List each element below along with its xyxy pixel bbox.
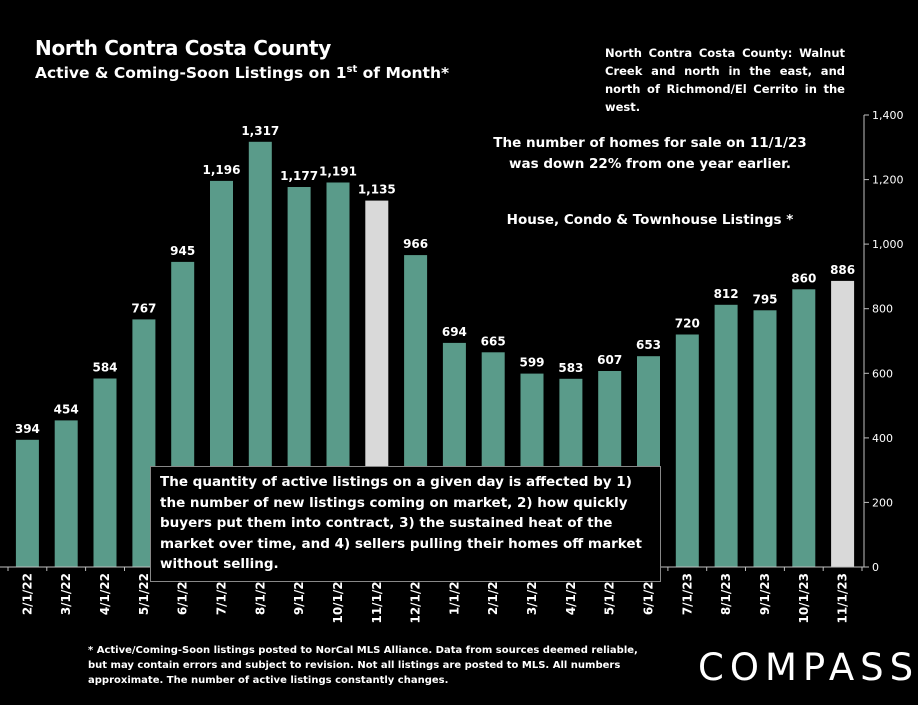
x-tick-label: 3/1/22 — [59, 573, 73, 615]
x-tick-label: 7/1/23 — [680, 573, 694, 615]
explanation-box: The quantity of active listings on a giv… — [150, 466, 661, 582]
compass-logo: COMPASS — [698, 646, 918, 689]
y-tick-label: 0 — [872, 561, 879, 574]
footnote: * Active/Coming-Soon listings posted to … — [88, 645, 638, 686]
chart-subtitle: Active & Coming-Soon Listings on 1st of … — [35, 64, 449, 82]
bar-value-label: 945 — [170, 244, 195, 258]
x-tick-label: 11/1/23 — [836, 573, 850, 624]
y-tick-label: 800 — [872, 303, 893, 316]
bar-8-1-23 — [714, 304, 738, 567]
x-tick-label: 2/1/22 — [20, 573, 34, 615]
bar-value-label: 720 — [675, 317, 700, 331]
bar-3-1-22 — [54, 420, 78, 567]
bar-value-label: 767 — [131, 301, 156, 315]
chart-title: North Contra Costa County — [35, 36, 331, 60]
bar-value-label: 1,191 — [319, 165, 357, 179]
bar-value-label: 812 — [714, 287, 739, 301]
x-tick-label: 1/1/23 — [447, 573, 461, 615]
x-tick-label: 10/1/22 — [331, 573, 345, 624]
bar-value-label: 795 — [752, 292, 777, 306]
bar-value-label: 665 — [481, 334, 506, 348]
bar-2-1-22 — [15, 439, 39, 567]
bar-value-label: 653 — [636, 338, 661, 352]
bar-value-label: 607 — [597, 353, 622, 367]
callout-line-1: The number of homes for sale on 11/1/23 — [493, 135, 807, 151]
series-label: House, Condo & Townhouse Listings * — [506, 212, 794, 228]
subtitle-main: Active & Coming-Soon Listings on 1 — [35, 64, 347, 83]
subtitle-tail: of Month* — [357, 64, 450, 83]
x-tick-label: 11/1/22 — [370, 573, 384, 624]
x-tick-label: 2/1/23 — [486, 573, 500, 615]
x-tick-label: 6/1/22 — [176, 573, 190, 615]
bar-value-label: 599 — [519, 356, 544, 370]
bar-value-label: 886 — [830, 263, 855, 277]
subtitle-superscript: st — [346, 64, 358, 75]
bar-value-label: 860 — [791, 271, 816, 285]
region-note: North Contra Costa County: Walnut Creek … — [605, 46, 845, 114]
y-tick-label: 600 — [872, 367, 893, 380]
x-tick-label: 5/1/23 — [603, 573, 617, 615]
y-tick-label: 1,200 — [872, 174, 904, 187]
bar-value-label: 1,196 — [203, 163, 241, 177]
bar-7-1-23 — [675, 334, 699, 567]
x-tick-label: 9/1/22 — [292, 573, 306, 615]
bar-value-label: 1,135 — [358, 183, 396, 197]
x-tick-label: 6/1/23 — [642, 573, 656, 615]
bar-value-label: 394 — [15, 422, 40, 436]
x-tick-label: 8/1/23 — [719, 573, 733, 615]
y-tick-label: 400 — [872, 432, 893, 445]
bar-value-label: 1,177 — [280, 169, 318, 183]
bar-value-label: 694 — [442, 325, 467, 339]
x-tick-label: 4/1/23 — [564, 573, 578, 615]
bar-value-label: 454 — [54, 402, 79, 416]
x-tick-label: 12/1/22 — [409, 573, 423, 624]
bar-4-1-22 — [93, 378, 117, 567]
bar-value-label: 583 — [558, 361, 583, 375]
yoy-callout: The number of homes for sale on 11/1/23 … — [470, 133, 830, 175]
x-tick-label: 8/1/22 — [253, 573, 267, 615]
x-tick-label: 7/1/22 — [215, 573, 229, 615]
x-tick-label: 4/1/22 — [98, 573, 112, 615]
x-tick-label: 5/1/22 — [137, 573, 151, 615]
y-tick-label: 1,400 — [872, 109, 904, 122]
x-tick-label: 9/1/23 — [758, 573, 772, 615]
bar-11-1-23 — [831, 280, 855, 567]
x-tick-label: 10/1/23 — [797, 573, 811, 624]
y-tick-label: 200 — [872, 496, 893, 509]
bar-5-1-22 — [132, 319, 156, 567]
bar-value-label: 966 — [403, 237, 428, 251]
y-tick-label: 1,000 — [872, 238, 904, 251]
bar-9-1-23 — [753, 310, 777, 567]
bar-10-1-23 — [792, 289, 816, 567]
bar-value-label: 1,317 — [241, 124, 279, 138]
bar-value-label: 584 — [92, 361, 117, 375]
bar-8-1-22 — [248, 141, 272, 568]
callout-line-2: was down 22% from one year earlier. — [509, 156, 791, 172]
x-tick-label: 3/1/23 — [525, 573, 539, 615]
